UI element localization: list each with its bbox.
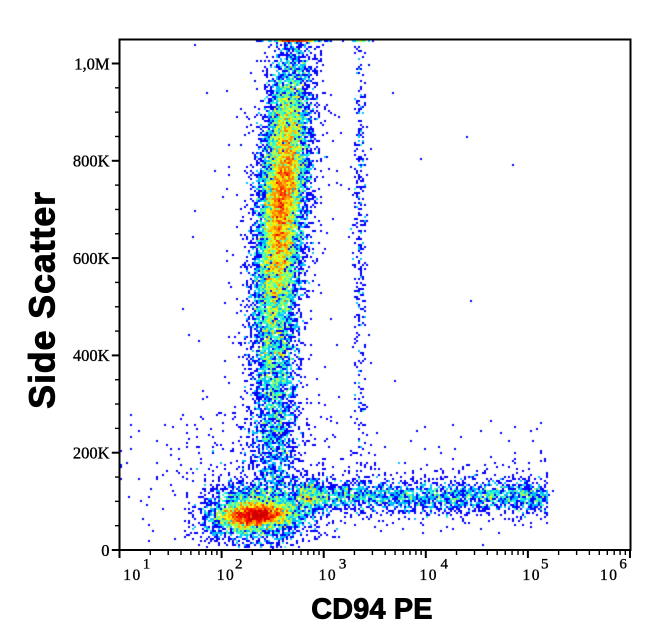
svg-text:10: 10	[600, 567, 619, 584]
svg-text:6: 6	[619, 557, 627, 573]
svg-text:0: 0	[101, 541, 109, 560]
svg-text:800K: 800K	[73, 152, 110, 171]
svg-text:5: 5	[541, 557, 549, 573]
svg-text:4: 4	[441, 557, 449, 573]
svg-text:10: 10	[522, 567, 541, 584]
svg-text:CD94 PE: CD94 PE	[311, 593, 432, 625]
svg-text:10: 10	[123, 567, 142, 584]
svg-text:10: 10	[319, 567, 338, 584]
svg-text:Side Scatter: Side Scatter	[22, 191, 63, 409]
svg-text:1: 1	[143, 557, 151, 573]
svg-text:10: 10	[217, 567, 236, 584]
svg-text:400K: 400K	[73, 346, 110, 365]
svg-text:600K: 600K	[73, 249, 110, 268]
svg-text:3: 3	[339, 557, 347, 573]
svg-text:200K: 200K	[73, 444, 110, 463]
svg-text:1,0M: 1,0M	[74, 54, 110, 73]
svg-text:10: 10	[420, 567, 439, 584]
svg-text:2: 2	[235, 557, 243, 573]
